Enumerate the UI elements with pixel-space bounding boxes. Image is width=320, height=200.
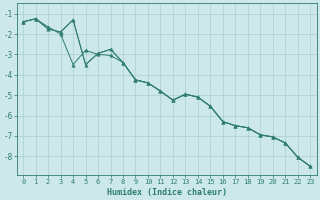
- X-axis label: Humidex (Indice chaleur): Humidex (Indice chaleur): [107, 188, 227, 197]
